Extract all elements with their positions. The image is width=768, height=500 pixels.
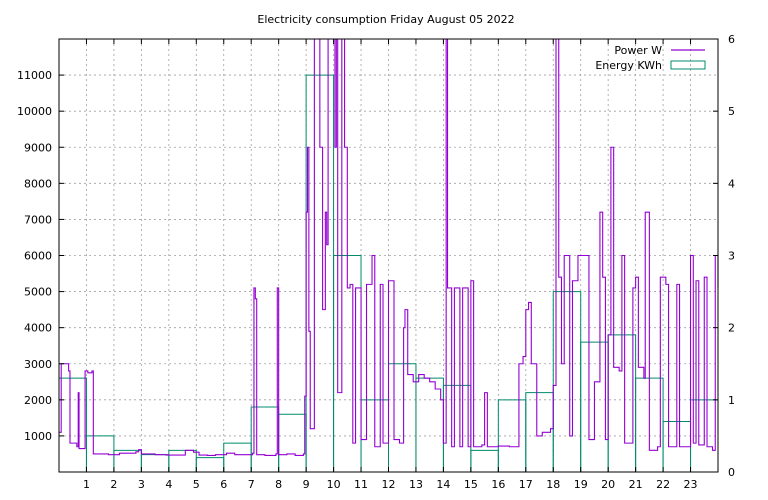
energy-bar [195, 457, 225, 472]
energy-bar [250, 406, 280, 472]
y-left-tick-label: 3000 [24, 358, 52, 371]
y-right-tick-label: 0 [728, 466, 735, 479]
energy-bar [140, 454, 170, 472]
x-tick-label: 2 [110, 478, 117, 491]
axes: 1 2 3 4 5 6 7 8 9 10 11 12 13 14 15 16 17 18 19 20 21 22 23100… [17, 33, 735, 491]
y-right-tick-label: 2 [728, 322, 735, 335]
y-left-tick-label: 9000 [24, 141, 52, 154]
energy-bar [470, 449, 499, 472]
energy-bar [223, 442, 252, 472]
x-tick-label: 17 [519, 478, 533, 491]
legend-swatch-energy [670, 60, 706, 70]
y-left-tick-label: 4000 [24, 322, 52, 335]
y-left-tick-label: 1000 [24, 430, 52, 443]
y-left-tick-label: 11000 [17, 69, 52, 82]
x-tick-label: 16 [491, 478, 505, 491]
energy-bar [497, 399, 527, 472]
legend-label: Energy KWh [595, 59, 662, 72]
x-tick-label: 12 [382, 478, 396, 491]
y-right-tick-label: 6 [728, 33, 735, 46]
y-left-tick-label: 7000 [24, 213, 52, 226]
y-right-tick-label: 4 [728, 177, 735, 190]
x-tick-label: 7 [248, 478, 255, 491]
x-tick-label: 10 [327, 478, 341, 491]
x-tick-label: 18 [546, 478, 560, 491]
legend-label: Power W [614, 44, 662, 57]
x-tick-label: 1 [83, 478, 90, 491]
x-tick-label: 21 [629, 478, 643, 491]
energy-bar [415, 377, 444, 472]
x-tick-label: 4 [165, 478, 172, 491]
x-tick-label: 20 [601, 478, 615, 491]
energy-bar [388, 363, 417, 472]
energy-bar [278, 413, 307, 472]
chart-title: Electricity consumption Friday August 05… [257, 13, 514, 26]
energy-bar [552, 291, 582, 472]
x-tick-label: 13 [409, 478, 423, 491]
x-tick-label: 6 [220, 478, 227, 491]
x-tick-label: 19 [574, 478, 588, 491]
x-tick-label: 11 [354, 478, 368, 491]
y-left-tick-label: 10000 [17, 105, 52, 118]
energy-bar [58, 377, 87, 472]
y-left-tick-label: 6000 [24, 250, 52, 263]
energy-bar [442, 384, 472, 472]
x-tick-label: 3 [138, 478, 145, 491]
x-tick-label: 15 [464, 478, 478, 491]
energy-bar [168, 449, 197, 472]
legend: Power W Energy KWh [595, 44, 706, 72]
y-right-tick-label: 5 [728, 105, 735, 118]
y-left-tick-label: 2000 [24, 394, 52, 407]
y-left-tick-label: 5000 [24, 286, 52, 299]
power-line [59, 38, 719, 456]
x-tick-label: 5 [193, 478, 200, 491]
x-tick-label: 23 [684, 478, 698, 491]
y-right-tick-label: 1 [728, 394, 735, 407]
x-tick-label: 22 [656, 478, 670, 491]
x-tick-label: 9 [303, 478, 310, 491]
x-tick-label: 8 [275, 478, 282, 491]
x-tick-label: 14 [436, 478, 450, 491]
y-left-tick-label: 8000 [24, 177, 52, 190]
power-series [59, 38, 719, 456]
y-right-tick-label: 3 [728, 250, 735, 263]
